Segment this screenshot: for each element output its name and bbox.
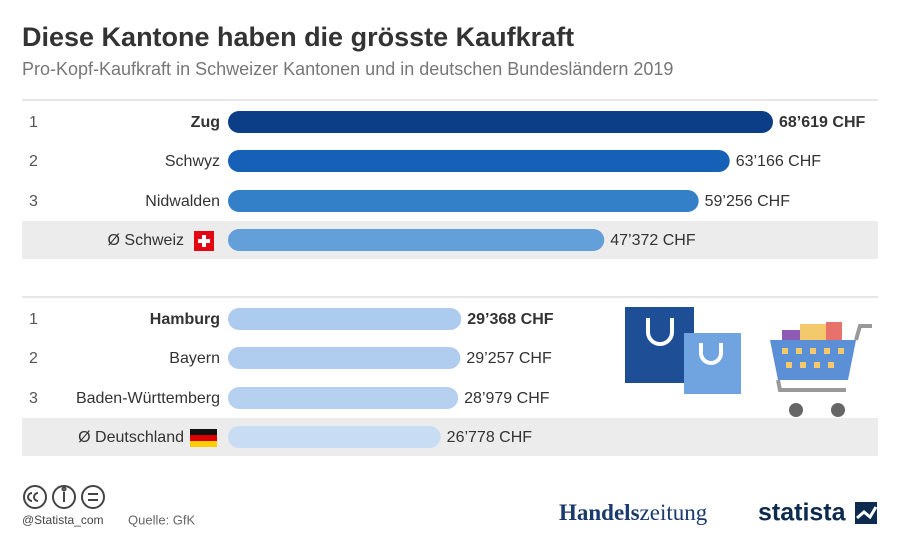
bar <box>228 229 605 251</box>
category-label: Bayern <box>169 350 220 367</box>
chart-subtitle: Pro-Kopf-Kaufkraft in Schweizer Kantonen… <box>22 59 673 79</box>
rank: 3 <box>29 193 38 210</box>
category-label: Baden-Württemberg <box>76 390 220 407</box>
category-label: Hamburg <box>150 311 220 328</box>
value-label: 47’372 CHF <box>610 232 696 249</box>
category-label: Ø Deutschland <box>78 429 184 446</box>
footer-handle: @Statista_com <box>22 513 104 527</box>
rank: 3 <box>29 390 38 407</box>
value-label: 26’778 CHF <box>447 429 533 446</box>
value-label: 29’368 CHF <box>467 311 553 328</box>
value-label: 63’166 CHF <box>736 153 822 170</box>
rank: 1 <box>29 114 38 131</box>
rank: 2 <box>29 350 38 367</box>
value-label: 59’256 CHF <box>705 193 791 210</box>
category-label: Nidwalden <box>145 193 220 210</box>
value-label: 28’979 CHF <box>464 390 550 407</box>
license-icons <box>23 485 105 509</box>
flag-de <box>190 429 217 447</box>
flag-ch <box>194 231 214 251</box>
footer-source: Quelle: GfK <box>128 512 196 527</box>
rank: 1 <box>29 311 38 328</box>
shopping-bags-icon <box>625 307 741 394</box>
bar <box>228 347 461 369</box>
chart-title: Diese Kantone haben die grösste Kaufkraf… <box>22 22 574 52</box>
brand-part: Handels <box>559 500 640 525</box>
rank: 2 <box>29 153 38 170</box>
statista-logo: statista <box>758 499 847 527</box>
bar <box>228 190 699 212</box>
bar <box>228 387 459 409</box>
cart-icon <box>770 322 872 417</box>
category-label: Zug <box>191 114 220 131</box>
brand-part: zeitung <box>640 500 708 525</box>
rows: 1 Zug 68’619 CHF 2 Schwyz 63’166 CHF 3 Nidwalde… <box>22 111 878 456</box>
highlight-band <box>22 418 878 456</box>
statista-mark <box>855 502 878 524</box>
brand-logo: Handelszeitung <box>559 500 708 525</box>
bar <box>228 150 730 172</box>
bar <box>228 308 462 330</box>
category-label: Ø Schweiz <box>108 232 184 249</box>
value-label: 29’257 CHF <box>466 350 552 367</box>
category-label: Schwyz <box>165 153 220 170</box>
bar <box>228 111 773 133</box>
bar <box>228 426 441 448</box>
value-label: 68’619 CHF <box>779 114 865 131</box>
